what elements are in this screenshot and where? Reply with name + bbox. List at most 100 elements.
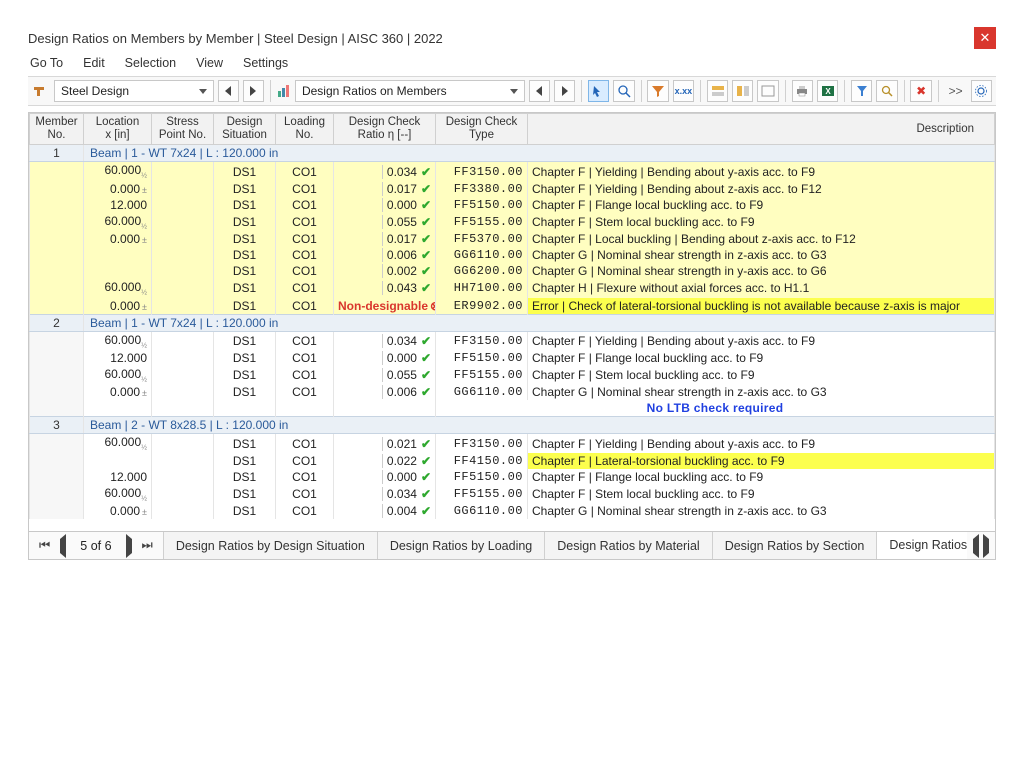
col-loading[interactable]: Loading No. [276, 114, 334, 145]
col-description[interactable]: Description [528, 114, 995, 145]
pager-prev[interactable] [58, 539, 68, 553]
nav-prev-table[interactable] [529, 80, 550, 102]
table-row[interactable]: 0.000±DS1CO10.006✔GG6110.00Chapter G | N… [30, 384, 995, 400]
design-situation-cell: DS1 [214, 453, 276, 469]
table-row[interactable]: 60.000½DS1CO10.055✔FF5155.00Chapter F | … [30, 366, 995, 384]
find-btn[interactable] [876, 80, 897, 102]
nav-next-table[interactable] [554, 80, 575, 102]
col-ratio[interactable]: Design Check Ratio η [--] [334, 114, 436, 145]
ratio-cell: 0.000✔ [334, 350, 436, 366]
design-situation-cell: DS1 [214, 247, 276, 263]
table-row[interactable]: 60.000½DS1CO10.055✔FF5155.00Chapter F | … [30, 213, 995, 231]
col-member[interactable]: Member No. [30, 114, 84, 145]
table-row[interactable]: 60.000½DS1CO10.021✔FF3150.00Chapter F | … [30, 434, 995, 453]
footer-tab[interactable]: Design Ratios by Member [877, 532, 967, 559]
table-row[interactable]: DS1CO10.002✔GG6200.00Chapter G | Nominal… [30, 263, 995, 279]
select-in-view-btn[interactable] [588, 80, 609, 102]
combo-design-module[interactable]: Steel Design [54, 80, 214, 102]
print-btn[interactable] [792, 80, 813, 102]
ratios-icon [277, 84, 291, 98]
settings-btn[interactable] [971, 80, 992, 102]
group-header-row[interactable]: 1Beam | 1 - WT 7x24 | L : 120.000 in [30, 145, 995, 162]
loading-cell: CO1 [276, 350, 334, 366]
table-row[interactable]: 0.000±DS1CO10.004✔GG6110.00Chapter G | N… [30, 503, 995, 519]
design-situation-cell: DS1 [214, 485, 276, 503]
description-cell: Chapter G | Nominal shear strength in z-… [528, 384, 995, 400]
close-button[interactable]: ✕ [974, 27, 996, 49]
stress-point-cell [152, 197, 214, 213]
layout-btn-3[interactable] [757, 80, 778, 102]
table-row[interactable]: 60.000½DS1CO10.034✔FF5155.00Chapter F | … [30, 485, 995, 503]
footer-tab[interactable]: Design Ratios by Material [545, 532, 712, 559]
zoom-to-selection-btn[interactable] [613, 80, 634, 102]
menu-view[interactable]: View [196, 56, 223, 70]
footer-tab[interactable]: Design Ratios by Section [713, 532, 878, 559]
description-cell: Chapter F | Stem local buckling acc. to … [528, 213, 995, 231]
footer-tab[interactable]: Design Ratios by Loading [378, 532, 545, 559]
loading-cell: CO1 [276, 197, 334, 213]
table-row[interactable]: 12.000DS1CO10.000✔FF5150.00Chapter F | F… [30, 197, 995, 213]
check-type-cell: GG6110.00 [436, 503, 528, 519]
table-row[interactable]: 60.000½DS1CO10.034✔FF3150.00Chapter F | … [30, 162, 995, 181]
stress-point-cell [152, 263, 214, 279]
pager-first[interactable]: ⏮ [37, 538, 52, 553]
group-header-row[interactable]: 3Beam | 2 - WT 8x28.5 | L : 120.000 in [30, 417, 995, 434]
member-cell [30, 503, 84, 519]
toolbar-more[interactable]: >> [945, 84, 967, 98]
pager-next[interactable] [124, 539, 134, 553]
group-header-row[interactable]: 2Beam | 1 - WT 7x24 | L : 120.000 in [30, 314, 995, 331]
table-row[interactable]: 12.000DS1CO10.000✔FF5150.00Chapter F | F… [30, 350, 995, 366]
design-situation-cell: DS1 [214, 503, 276, 519]
ratio-cell: 0.034✔ [334, 162, 436, 181]
menu-settings[interactable]: Settings [243, 56, 288, 70]
ratio-cell: 0.002✔ [334, 263, 436, 279]
stress-point-cell [152, 213, 214, 231]
table-row[interactable]: DS1CO10.006✔GG6110.00Chapter G | Nominal… [30, 247, 995, 263]
member-no-cell: 2 [30, 314, 84, 331]
layout-btn-2[interactable] [732, 80, 753, 102]
member-cell [30, 469, 84, 485]
menu-edit[interactable]: Edit [83, 56, 105, 70]
ratio-cell: 0.055✔ [334, 366, 436, 384]
description-cell: Chapter F | Yielding | Bending about z-a… [528, 181, 995, 197]
separator [785, 80, 786, 102]
pager-last[interactable]: ⏭ [140, 538, 155, 553]
col-check-type[interactable]: Design Check Type [436, 114, 528, 145]
col-stress-point[interactable]: Stress Point No. [152, 114, 214, 145]
loading-cell: CO1 [276, 213, 334, 231]
layout-btn-1[interactable] [707, 80, 728, 102]
table-row[interactable]: 12.000DS1CO10.000✔FF5150.00Chapter F | F… [30, 469, 995, 485]
filter-column-btn[interactable] [851, 80, 872, 102]
loading-cell: CO1 [276, 279, 334, 297]
loading-cell: CO1 [276, 366, 334, 384]
table-row[interactable]: 0.000±DS1CO10.017✔FF3380.00Chapter F | Y… [30, 181, 995, 197]
location-cell: 12.000 [84, 469, 152, 485]
svg-text:X: X [825, 87, 831, 96]
design-situation-cell: DS1 [214, 213, 276, 231]
menu-goto[interactable]: Go To [30, 56, 63, 70]
clear-btn[interactable]: ✖ [910, 80, 931, 102]
filter-results-btn[interactable] [647, 80, 668, 102]
col-design-situation[interactable]: Design Situation [214, 114, 276, 145]
export-excel-btn[interactable]: X [817, 80, 838, 102]
combo-results-table[interactable]: Design Ratios on Members [295, 80, 525, 102]
tab-scroll-left[interactable] [973, 539, 979, 553]
table-row[interactable]: 60.000½DS1CO10.034✔FF3150.00Chapter F | … [30, 331, 995, 350]
results-grid: Member No. Location x [in] Stress Point … [28, 112, 996, 532]
stress-point-cell [152, 231, 214, 247]
location-cell: 60.000½ [84, 213, 152, 231]
nav-prev-module[interactable] [218, 80, 239, 102]
show-values-btn[interactable]: x.xx [673, 80, 694, 102]
member-cell [30, 366, 84, 384]
description-cell: Chapter H | Flexure without axial forces… [528, 279, 995, 297]
table-row[interactable]: DS1CO10.022✔FF4150.00Chapter F | Lateral… [30, 453, 995, 469]
nav-next-module[interactable] [243, 80, 264, 102]
table-row[interactable]: 60.000½DS1CO10.043✔HH7100.00Chapter H | … [30, 279, 995, 297]
menu-selection[interactable]: Selection [125, 56, 176, 70]
table-row[interactable]: 0.000±DS1CO10.017✔FF5370.00Chapter F | L… [30, 231, 995, 247]
tab-scroll-right[interactable] [983, 539, 989, 553]
footer-tab[interactable]: Design Ratios by Design Situation [164, 532, 378, 559]
col-location[interactable]: Location x [in] [84, 114, 152, 145]
location-cell: 60.000½ [84, 331, 152, 350]
table-row[interactable]: 0.000±DS1CO1Non-designable⊗ER9902.00Erro… [30, 298, 995, 315]
